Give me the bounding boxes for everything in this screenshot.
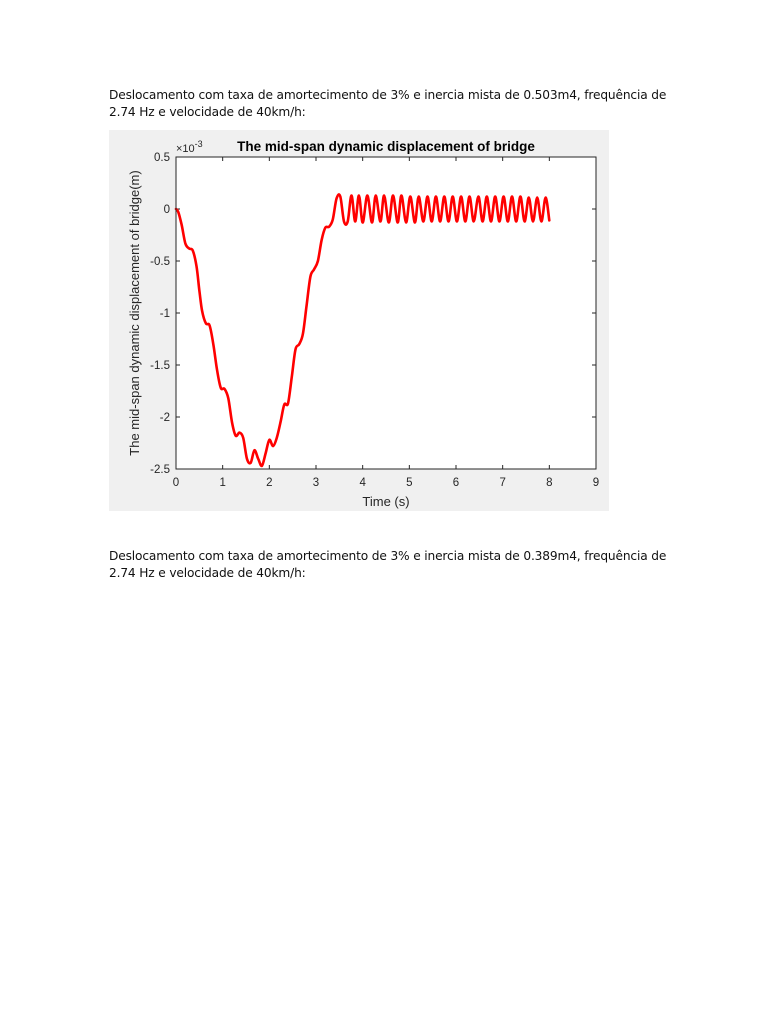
x-axis-label: Time (s) (362, 494, 409, 509)
displacement-curve (174, 193, 551, 468)
figure-displacement-chart: 0 1 2 3 4 5 6 7 8 9 0.5 0 -0.5 -1 -1.5 -2 -2.5 The mid-s… (109, 130, 609, 511)
paragraph-caption-1: Deslocamento com taxa de amortecimento d… (109, 87, 669, 121)
y-tick-label: -0.5 (150, 256, 170, 268)
y-axis-label: The mid-span dynamic displacement of bri… (127, 170, 142, 455)
y-exponent-label: ×10-3 (176, 139, 203, 155)
x-tick-label: 9 (593, 477, 599, 489)
y-tick-label: -1.5 (150, 360, 170, 372)
y-tick-label: -2 (160, 412, 170, 424)
paragraph-line: 2.74 Hz e velocidade de 40km/h: (109, 105, 306, 119)
x-tick-label: 6 (453, 477, 459, 489)
x-tick-label: 5 (406, 477, 412, 489)
x-tick-label: 3 (313, 477, 319, 489)
x-tick-label: 4 (359, 477, 366, 489)
chart-title: The mid-span dynamic displacement of bri… (237, 139, 535, 154)
paragraph-line: Deslocamento com taxa de amortecimento d… (109, 88, 667, 102)
x-tick-label: 8 (546, 477, 552, 489)
x-tick-label: 7 (499, 477, 505, 489)
paragraph-line: 2.74 Hz e velocidade de 40km/h: (109, 566, 306, 580)
y-tick-label: -1 (160, 308, 170, 320)
axes-frame (175, 156, 597, 470)
x-tick-label: 2 (266, 477, 272, 489)
paragraph-caption-2: Deslocamento com taxa de amortecimento d… (109, 548, 669, 582)
paragraph-line: Deslocamento com taxa de amortecimento d… (109, 549, 667, 563)
y-tick-label: 0.5 (154, 152, 170, 164)
y-tick-label: 0 (164, 204, 170, 216)
x-tick-label: 0 (173, 477, 179, 489)
y-tick-label: -2.5 (150, 464, 170, 476)
tick-labels: 0 1 2 3 4 5 6 7 8 9 0.5 0 -0.5 -1 -1.5 -2 -2.5 (150, 152, 599, 489)
chart-canvas: 0 1 2 3 4 5 6 7 8 9 0.5 0 -0.5 -1 -1.5 -2 -2.5 The mid-s… (127, 139, 599, 509)
x-tick-label: 1 (219, 477, 225, 489)
